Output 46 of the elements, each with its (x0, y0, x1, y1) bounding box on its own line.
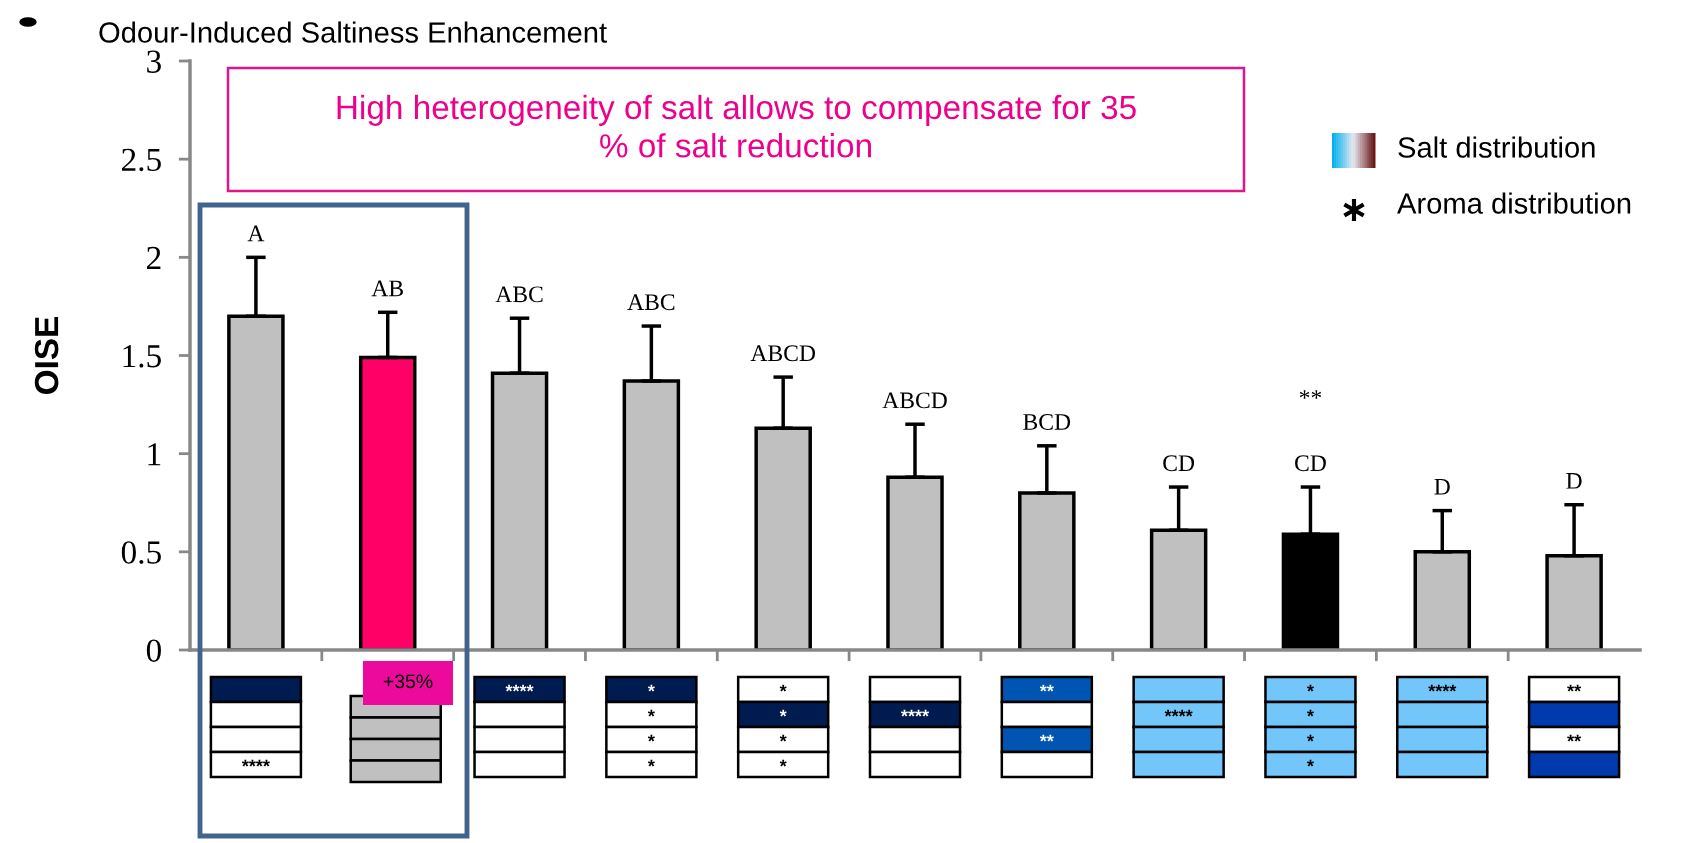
y-tick-label: 0 (146, 639, 161, 662)
annotation: AB (371, 280, 403, 297)
annotation: ABCD (882, 392, 947, 409)
text: * (647, 709, 655, 717)
chart-title: Odour-Induced Saltiness Enhancement (99, 21, 607, 43)
annotation: ABCD (750, 345, 816, 362)
annotation: BCD (1023, 414, 1071, 430)
annotation: ABC (495, 286, 543, 303)
y-tick-label: 0.5 (121, 541, 161, 564)
text: * (1306, 709, 1314, 717)
y-tick-label: 2 (147, 246, 161, 269)
text: * (1306, 684, 1314, 692)
y-tick-label: 1.5 (123, 345, 161, 368)
annotation: D (1434, 479, 1450, 495)
annotation: Salt distribution (1398, 136, 1595, 158)
text: **** (901, 709, 930, 717)
annotation: D (1566, 473, 1582, 489)
text: ** (1567, 734, 1582, 742)
text: * (779, 709, 787, 717)
text: ** (1039, 734, 1054, 742)
annotation: A (247, 225, 265, 242)
text: **** (1428, 684, 1457, 692)
text: * (779, 734, 787, 742)
annotation: CD (1295, 455, 1326, 472)
text: * (647, 759, 655, 767)
annotation: Aroma distribution (1397, 192, 1631, 214)
annotation: ABC (627, 294, 675, 311)
text: * (1306, 759, 1314, 767)
text: * (647, 684, 655, 692)
text: +35% (383, 674, 433, 689)
annotation: High heterogeneity of salt allows to compensate for 35 % of salt reduction (337, 94, 1136, 158)
text: * (647, 734, 655, 742)
text: * (779, 684, 787, 692)
text: **** (241, 759, 270, 767)
text: * (779, 759, 787, 767)
y-axis-title: OISE (34, 316, 59, 394)
text: **** (505, 684, 534, 692)
y-tick-label: 1 (148, 443, 161, 466)
annotation: CD (1163, 455, 1195, 472)
annotation: ** (1299, 390, 1322, 399)
y-tick-label: 3 (147, 50, 161, 73)
text: * (1306, 734, 1314, 742)
text: ** (1039, 684, 1054, 692)
text: ** (1567, 684, 1582, 692)
text: **** (1164, 709, 1193, 717)
y-tick-label: 2.5 (122, 148, 161, 172)
